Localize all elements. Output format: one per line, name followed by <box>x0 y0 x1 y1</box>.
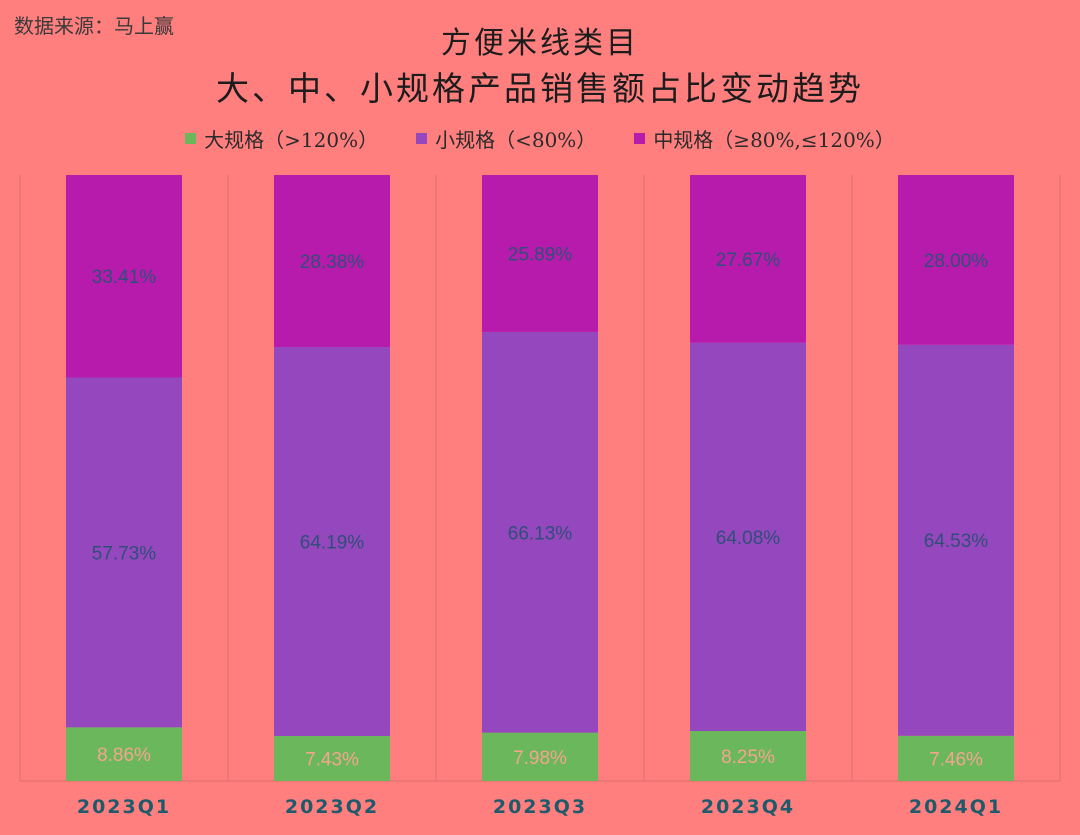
legend-swatch-medium <box>634 133 646 144</box>
legend-item-medium: 中规格（≥80%,≤120%） <box>634 124 895 153</box>
bar-segment-large <box>66 727 182 781</box>
bar-segment-large <box>898 735 1014 781</box>
legend-swatch-small <box>416 133 428 144</box>
data-label-small: 57.73% <box>92 543 157 564</box>
legend-label-small: 小规格（<80%） <box>435 128 597 152</box>
bar-segment-medium <box>690 175 806 343</box>
data-label-medium: 27.67% <box>716 250 781 271</box>
bar-segment-small <box>482 331 598 733</box>
bar-segment-small <box>690 342 806 732</box>
legend-label-large: 大规格（>120%） <box>204 128 379 152</box>
data-label-small: 64.53% <box>924 531 989 552</box>
x-tick-label: 2023Q4 <box>701 796 795 818</box>
data-source-note: 数据来源：马上赢 <box>14 14 174 38</box>
legend-item-small: 小规格（<80%） <box>416 124 596 153</box>
bar-segment-small <box>898 344 1014 736</box>
x-tick-label: 2023Q3 <box>493 796 587 818</box>
bar-segment-medium <box>482 175 598 332</box>
bar-segment-medium <box>66 175 182 378</box>
data-label-large: 7.43% <box>305 749 359 770</box>
data-label-large: 8.25% <box>721 747 775 768</box>
data-label-small: 64.19% <box>300 532 365 553</box>
chart-title: 方便米线类目 <box>441 26 639 61</box>
bar-segment-medium <box>274 175 390 347</box>
bar-segment-large <box>690 731 806 781</box>
data-label-medium: 25.89% <box>508 244 573 265</box>
legend-label-medium: 中规格（≥80%,≤120%） <box>653 128 895 152</box>
legend-item-large: 大规格（>120%） <box>185 124 378 153</box>
data-label-medium: 28.00% <box>924 251 989 272</box>
data-label-large: 7.98% <box>513 748 567 769</box>
data-label-small: 66.13% <box>508 523 573 544</box>
data-label-medium: 33.41% <box>92 267 157 288</box>
bar-segment-large <box>274 735 390 781</box>
data-label-small: 64.08% <box>716 528 781 549</box>
bar-segment-medium <box>898 175 1014 345</box>
x-tick-label: 2023Q1 <box>77 796 171 818</box>
chart-subtitle: 大、中、小规格产品销售额占比变动趋势 <box>216 69 864 108</box>
data-label-large: 8.86% <box>97 745 151 766</box>
data-label-large: 7.46% <box>929 749 983 770</box>
bar-segment-small <box>274 346 390 736</box>
x-tick-label: 2024Q1 <box>909 796 1003 818</box>
x-tick-label: 2023Q2 <box>285 796 379 818</box>
legend-swatch-large <box>185 133 197 144</box>
bar-segment-large <box>482 732 598 781</box>
data-label-medium: 28.38% <box>300 252 365 273</box>
bar-segment-small <box>66 377 182 728</box>
legend: 大规格（>120%） 小规格（<80%） 中规格（≥80%,≤120%） <box>0 124 1080 153</box>
